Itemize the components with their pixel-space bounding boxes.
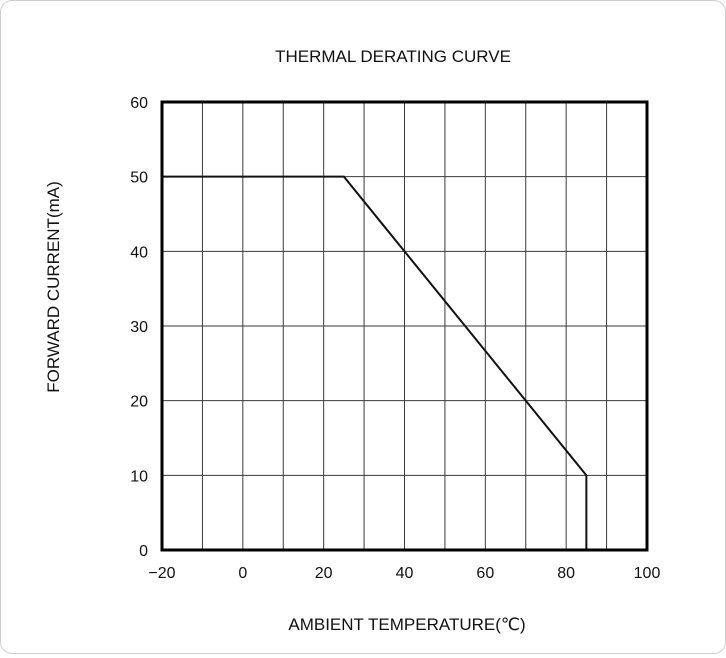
grid-lines	[162, 102, 647, 550]
x-tick-label: 100	[634, 565, 661, 582]
x-axis-title: AMBIENT TEMPERATURE(℃)	[288, 615, 525, 634]
y-tick-label: 30	[130, 319, 148, 336]
x-tick-label: 80	[557, 565, 575, 582]
y-axis-title: FORWARD CURRENT(mA)	[44, 181, 63, 393]
x-tick-label: 20	[315, 565, 333, 582]
y-tick-labels: 0 10 20 30 40 50 60	[130, 95, 148, 560]
series-lines	[162, 175, 588, 550]
y-tick-label: 10	[130, 468, 148, 485]
x-tick-label: 60	[476, 565, 494, 582]
y-tick-label: 60	[130, 95, 148, 112]
y-tick-label: 20	[130, 394, 148, 411]
y-tick-label: 50	[130, 170, 148, 187]
x-tick-label: −20	[148, 565, 175, 582]
x-tick-label: 0	[238, 565, 247, 582]
y-tick-label: 0	[139, 543, 148, 560]
plot-frame	[160, 100, 649, 552]
chart-title: THERMAL DERATING CURVE	[275, 47, 511, 66]
y-tick-label: 40	[130, 244, 148, 261]
series-line	[162, 175, 588, 550]
x-tick-labels: −20 0 20 40 60 80 100	[148, 565, 660, 582]
x-tick-label: 40	[396, 565, 414, 582]
